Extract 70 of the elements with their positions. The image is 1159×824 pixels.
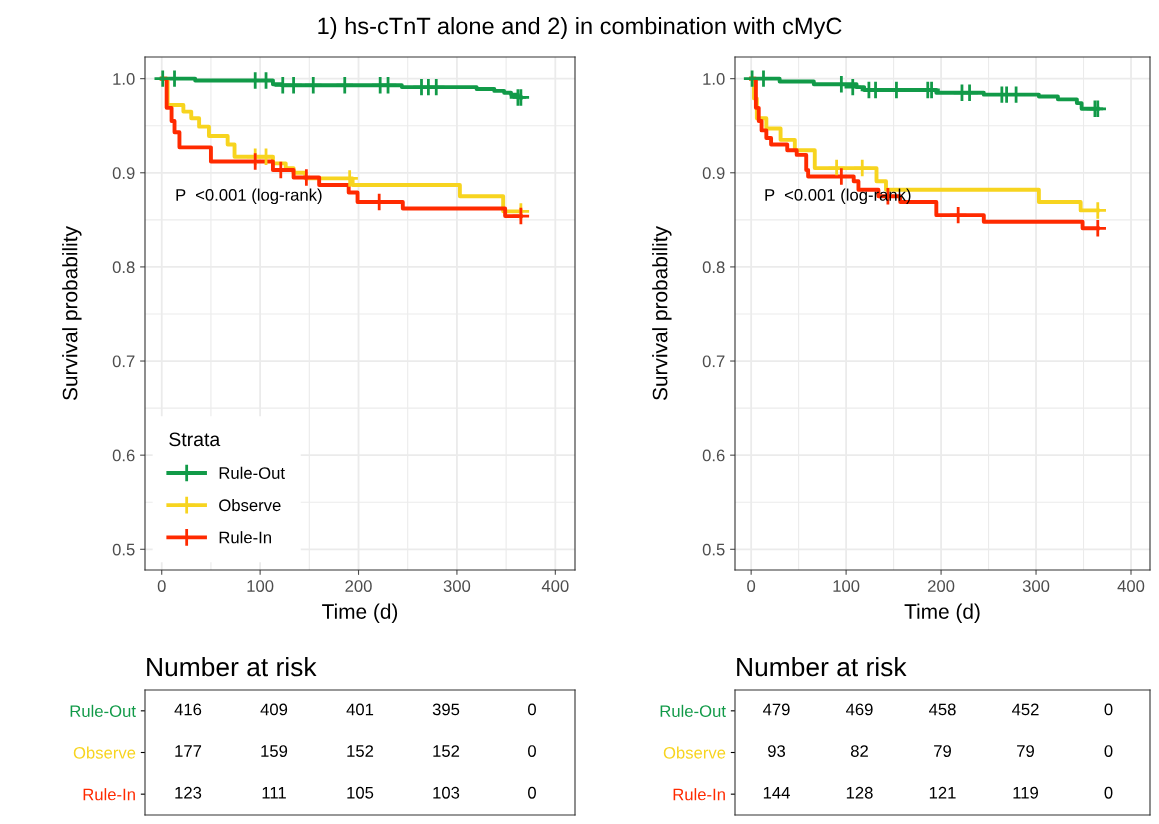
y-tick-label: 0.9 [112,167,135,179]
data-label: 144 [763,787,790,799]
x-tick-label: 100 [247,580,274,592]
y-tick-label: Observe [663,746,726,759]
data-label: 0 [528,745,536,757]
data-label: 452 [1011,703,1039,716]
annotation: P <0.001 (log-rank) [176,188,322,205]
y-tick-label: 0.5 [702,543,725,556]
y-tick-label: Rule-Out [70,704,136,718]
y-tick-label: 0.8 [112,261,135,274]
chart-title: 1) hs-cTnT alone and 2) in combination with cMyC [318,17,842,39]
legend-title: Strata [169,432,221,447]
y-tick-label: 0.6 [112,449,135,462]
data-label: 103 [433,786,460,799]
data-label: 123 [175,786,202,799]
y-tick-label: 1.0 [113,73,135,85]
data-label: 479 [762,703,790,716]
data-label: 105 [347,786,374,799]
y-axis-title: Survival probability [62,226,82,400]
y-tick-label: Observe [73,746,136,759]
data-label: 177 [175,745,202,757]
x-tick-label: 300 [1022,580,1050,592]
data-label: 458 [928,703,956,716]
data-label: 0 [528,703,536,716]
data-label: 93 [768,745,786,757]
data-label: 401 [346,703,374,716]
y-tick-label: 0.9 [702,167,725,179]
data-label: 119 [1013,786,1038,799]
data-label: 0 [528,786,536,799]
data-label: 121 [929,786,956,799]
y-tick-label: 1.0 [703,73,725,85]
y-tick-label: 0.7 [702,355,725,368]
data-label: 0 [1104,745,1113,757]
data-label: 82 [850,745,868,757]
data-label: 79 [1017,745,1034,757]
data-label: 469 [845,703,873,716]
data-label: 395 [432,703,460,716]
legend-label: Rule-Out [219,466,285,479]
y-tick-label: 0.8 [702,261,725,274]
data-label: 128 [846,786,873,799]
data-label: 152 [347,745,374,757]
x-tick-label: 100 [833,580,860,592]
data-label: 79 [934,745,951,757]
x-axis-title: Time (d) [322,603,398,623]
chart-title: Number at risk [147,656,317,677]
x-tick-label: 400 [541,580,569,592]
legend-label: Rule-In [219,531,271,544]
y-tick-label: 0.6 [702,449,725,462]
x-tick-label: 0 [747,580,756,592]
data-label: 0 [1104,703,1113,716]
data-label: 111 [262,787,286,799]
data-label: 416 [174,703,202,716]
y-tick-label: Rule-In [673,788,725,801]
x-tick-label: 200 [345,580,372,592]
chart-title: Number at risk [737,656,907,677]
y-tick-label: Rule-In [83,788,135,801]
x-tick-label: 0 [157,580,166,592]
data-label: 159 [261,745,288,757]
legend-label: Observe [219,498,281,512]
x-axis-title: Time (d) [904,603,980,623]
data-label: 152 [433,745,460,757]
x-tick-label: 300 [443,580,471,592]
y-axis-title: Survival probability [652,226,672,400]
data-label: 409 [260,703,288,716]
data-label: 0 [1104,786,1113,799]
y-tick-label: 0.5 [112,543,135,556]
x-tick-label: 400 [1117,580,1145,592]
x-tick-label: 200 [928,580,955,592]
y-tick-label: 0.7 [112,355,135,368]
y-tick-label: Rule-Out [660,704,726,718]
